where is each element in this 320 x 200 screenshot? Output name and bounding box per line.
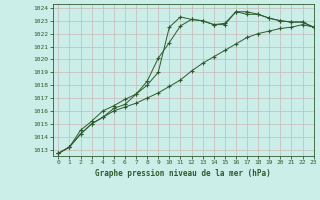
X-axis label: Graphe pression niveau de la mer (hPa): Graphe pression niveau de la mer (hPa) bbox=[95, 169, 271, 178]
